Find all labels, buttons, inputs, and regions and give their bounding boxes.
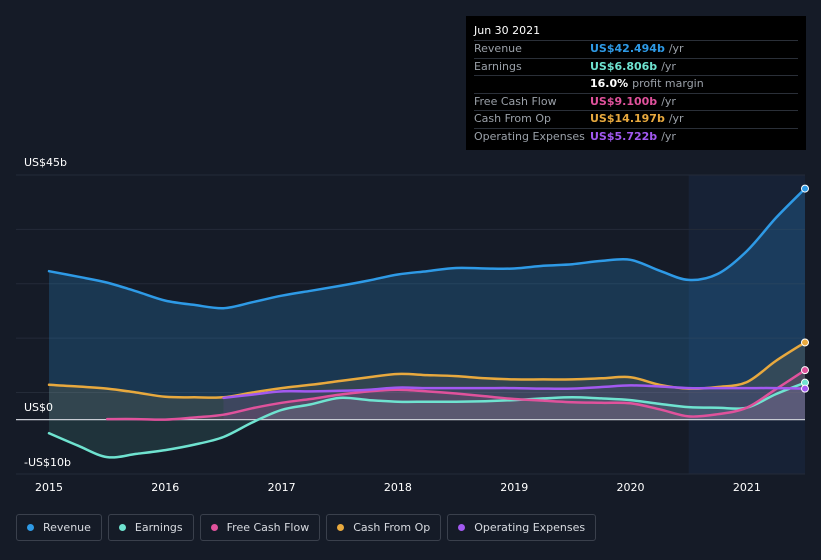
tooltip-row-value: US$14.197b	[590, 112, 665, 125]
x-tick-label: 2016	[151, 481, 179, 494]
legend-dot-icon	[27, 524, 34, 531]
plot-area	[16, 175, 805, 474]
grid-lines	[16, 174, 805, 475]
tooltip-row-value: US$42.494b	[590, 42, 665, 55]
legend-item[interactable]: Operating Expenses	[447, 514, 597, 541]
y-axis-label-bottom: -US$10b	[24, 456, 71, 469]
tooltip-row: Earnings US$6.806b/yr	[474, 59, 798, 76]
y-axis-label-zero: US$0	[24, 401, 53, 414]
legend-dot-icon	[458, 524, 466, 531]
earnings-line	[47, 381, 807, 459]
tooltip-panel: Jun 30 2021 Revenue US$42.494b/yr Earnings…	[466, 16, 806, 150]
legend-item[interactable]: Cash From Op	[326, 514, 442, 541]
tooltip-row-label	[474, 76, 590, 93]
legend-label: Revenue	[43, 521, 91, 534]
tooltip-row-label: Operating Expenses	[474, 129, 585, 143]
legend-dot-icon	[337, 524, 345, 531]
tooltip-date: Jun 30 2021	[474, 22, 798, 41]
x-tick-label: 2019	[500, 481, 528, 494]
revenue-line	[47, 187, 807, 310]
tooltip-row-value: 16.0%	[590, 77, 629, 90]
tooltip-row-unit: /yr	[661, 129, 676, 143]
tooltip-row: Free Cash Flow US$9.100b/yr	[474, 94, 798, 111]
x-axis-ticks: 2015 2016 2017 2018 2019 2020 2021	[35, 481, 761, 494]
tooltip-row-value: US$5.722b	[590, 129, 658, 143]
legend-item[interactable]: Free Cash Flow	[199, 514, 321, 541]
tooltip-row-value: US$6.806b	[590, 59, 658, 73]
tooltip-rows: Revenue US$42.494b/yr Earnings US$6.806b/yr…	[474, 41, 798, 145]
tooltip-row: Operating Expenses US$5.722b/yr	[474, 129, 798, 146]
tooltip-row-label: Cash From Op	[474, 112, 552, 125]
cash-from-op-end-point	[801, 338, 809, 347]
legend-dot-icon	[210, 524, 218, 531]
tooltip-row-unit: profit margin	[632, 77, 704, 90]
tooltip-row: 16.0% profit margin	[474, 76, 798, 94]
legend-label: Earnings	[134, 521, 183, 534]
series-areas	[16, 188, 805, 458]
earnings-area	[49, 382, 805, 458]
free-cash-flow-end-point	[801, 366, 809, 375]
legend-item[interactable]: Revenue	[16, 514, 102, 541]
operating-expenses-end-point	[801, 384, 809, 393]
revenue-area	[49, 188, 805, 420]
x-tick-label: 2018	[384, 481, 412, 494]
free-cash-flow-line	[105, 368, 807, 421]
x-tick-label: 2021	[733, 481, 761, 494]
x-tick-label: 2015	[35, 481, 63, 494]
legend-label: Free Cash Flow	[226, 521, 310, 534]
tooltip-row-label: Earnings	[474, 59, 522, 73]
legend-label: Cash From Op	[353, 521, 431, 534]
tooltip-row: Cash From Op US$14.197b/yr	[474, 111, 798, 129]
tooltip-row-unit: /yr	[668, 42, 684, 55]
free-cash-flow-area	[107, 370, 805, 420]
tooltip-row-label: Free Cash Flow	[474, 94, 557, 108]
tooltip-row-label: Revenue	[474, 42, 522, 55]
operating-expenses-area	[223, 385, 805, 420]
x-tick-label: 2020	[617, 481, 645, 494]
legend-item[interactable]: Earnings	[107, 514, 194, 541]
plot-background	[16, 175, 805, 474]
tooltip-row-value: US$9.100b	[590, 94, 658, 108]
tooltip-row-unit: /yr	[661, 94, 676, 108]
x-tick-label: 2017	[268, 481, 296, 494]
tooltip-row: Revenue US$42.494b/yr	[474, 41, 798, 59]
y-axis-label-top: US$45b	[24, 156, 67, 169]
legend-label: Operating Expenses	[474, 521, 586, 534]
legend-dot-icon	[118, 524, 126, 531]
series-end-points	[801, 184, 809, 393]
tooltip-row-unit: /yr	[661, 59, 676, 73]
highlight-region	[688, 175, 805, 474]
chart-legend: Revenue Earnings Free Cash Flow Cash From O…	[16, 514, 597, 541]
tooltip-row-unit: /yr	[668, 112, 684, 125]
operating-expenses-line	[222, 384, 807, 400]
series-lines	[47, 187, 807, 459]
revenue-end-point	[801, 184, 809, 193]
chart-plot: US$45b US$0 -US$10b 2015 2016 2017 2018 2019…	[16, 156, 809, 494]
